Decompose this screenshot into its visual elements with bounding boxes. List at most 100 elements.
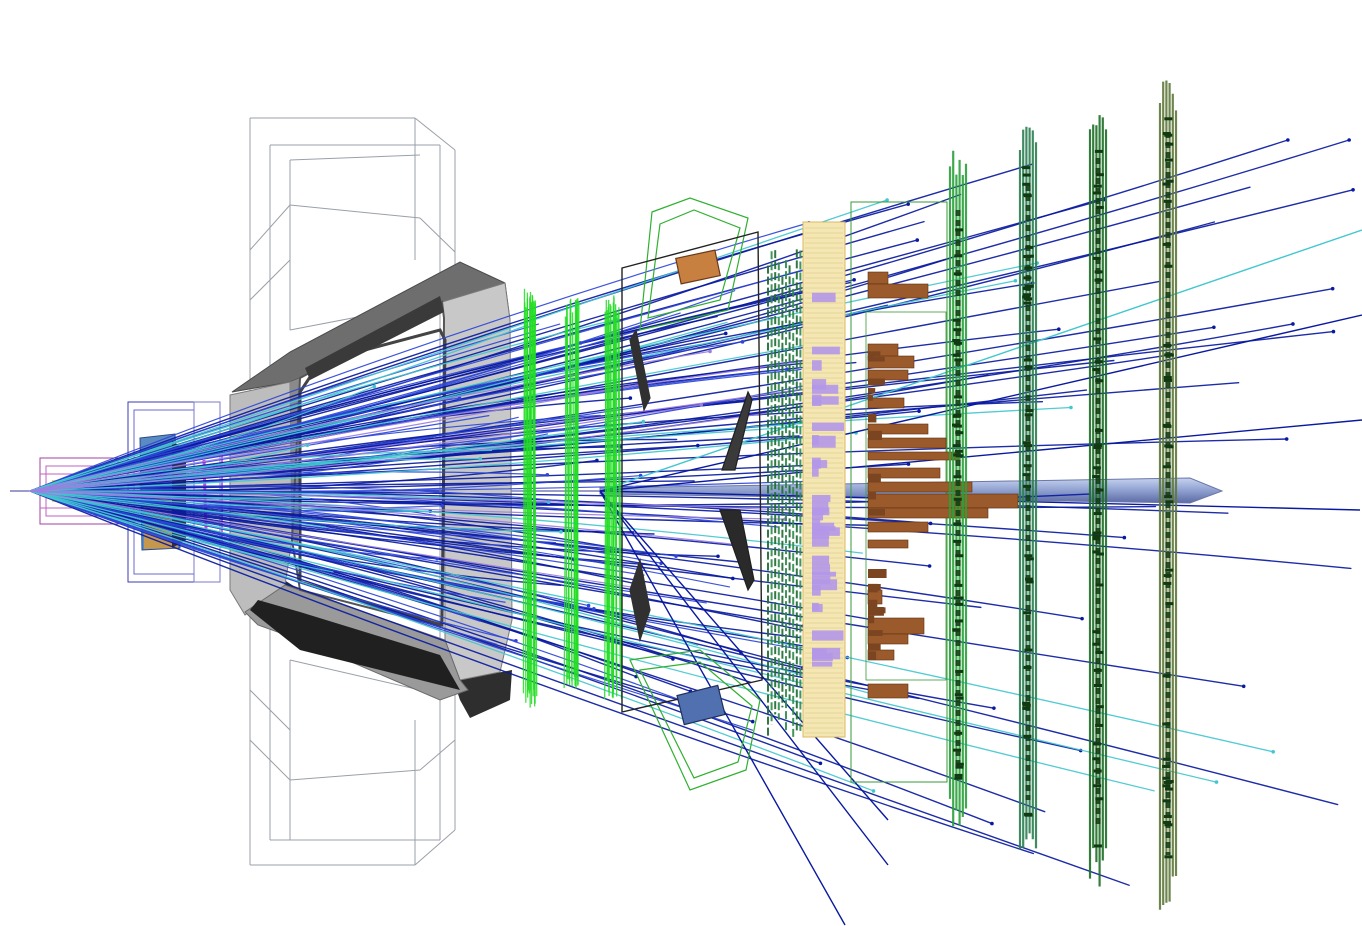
ecal-cell	[868, 651, 877, 660]
muon-hit	[1162, 242, 1171, 246]
magnet-wire-edge	[414, 117, 456, 151]
rich2-mirror-top	[629, 328, 651, 412]
muon-hit	[1164, 495, 1173, 499]
preshower-deposit	[812, 422, 844, 432]
muon-hit	[953, 453, 962, 457]
muon-hit	[1165, 142, 1174, 146]
particle-track	[29, 490, 848, 659]
muon-hit	[1092, 256, 1101, 260]
muon-hit	[1023, 812, 1032, 816]
tracking-hit	[614, 304, 618, 690]
track-end-marker	[708, 349, 712, 354]
preshower-deposit	[812, 525, 827, 533]
muon-hit	[1095, 705, 1104, 709]
muon-hit	[1025, 580, 1034, 584]
muon-hit	[1023, 484, 1032, 488]
particle-tracks	[29, 138, 1362, 926]
escaping-track	[599, 419, 1362, 492]
ecal-deposit	[867, 369, 909, 381]
muon-hit	[1165, 602, 1174, 606]
muon-hit	[1024, 266, 1033, 270]
track-end-marker	[545, 473, 550, 477]
rich2-lower-box-inner	[639, 661, 753, 779]
track-end-marker	[440, 503, 445, 508]
muon-hit	[1164, 158, 1173, 162]
preshower-deposit	[812, 555, 830, 565]
tracking-hit	[533, 300, 536, 697]
ecal-deposit	[867, 683, 909, 699]
muon-hit	[1023, 734, 1032, 738]
ecal-deposit	[867, 507, 989, 519]
magnet-wire-edge	[419, 739, 456, 771]
muon-hit	[1093, 784, 1102, 788]
particle-track	[29, 350, 711, 492]
track-end-marker	[723, 331, 728, 336]
muon-hit	[1092, 368, 1101, 372]
muon-hit	[1095, 488, 1104, 492]
muon-hit	[1163, 574, 1172, 578]
ecal-cell	[868, 508, 885, 516]
muon-hit	[1024, 413, 1033, 417]
muon-hit	[952, 423, 961, 427]
track-end-marker	[1214, 780, 1219, 784]
track-end-marker	[906, 202, 910, 206]
muon-hit	[1092, 642, 1101, 646]
ecal-cell	[868, 491, 876, 500]
particle-track	[29, 490, 822, 765]
track-end-marker	[915, 238, 920, 242]
muon-hit	[1022, 295, 1031, 299]
preshower-deposit	[812, 603, 823, 613]
particle-track	[29, 490, 430, 513]
muon-hit	[1023, 301, 1032, 305]
preshower-deposit	[812, 396, 839, 405]
muon-hit	[1093, 769, 1102, 773]
muon-hit	[953, 328, 962, 332]
ecal-deposit	[867, 539, 909, 549]
rich2-lower-box	[629, 649, 761, 791]
particle-track	[29, 384, 639, 492]
muon-hit	[1023, 358, 1032, 362]
preshower-deposit	[812, 465, 819, 477]
ecal-deposit	[867, 437, 947, 449]
muon-hit	[1095, 552, 1104, 556]
ecal-cell	[868, 473, 881, 483]
particle-track	[29, 490, 517, 642]
magnet-wire-edge	[289, 659, 421, 691]
muon-hit	[1093, 531, 1102, 535]
muon-hit	[1162, 757, 1171, 761]
tracking-hit	[608, 303, 611, 696]
ecal-cell	[868, 569, 887, 578]
rich2-upper-box-inner	[647, 209, 741, 319]
muon-hit	[1162, 764, 1171, 768]
scintillator-pad-detector	[802, 221, 846, 738]
muon-hit	[1164, 133, 1173, 137]
muon-hit	[954, 731, 963, 735]
preshower-deposit	[812, 584, 821, 596]
preshower-deposit	[812, 630, 844, 641]
particle-track	[29, 343, 701, 492]
muon-hit	[952, 628, 961, 632]
tracking-stations	[522, 288, 623, 708]
ecal-cell	[868, 351, 881, 357]
preshower-deposit	[812, 360, 822, 371]
tracking-hit	[570, 298, 573, 682]
magnet-lower-strip	[250, 600, 460, 690]
track-end-marker	[990, 821, 994, 826]
track-end-marker	[1056, 327, 1061, 332]
muon-hit	[1164, 264, 1173, 268]
muon-hit	[952, 353, 961, 357]
muon-hit	[1093, 668, 1102, 672]
muon-hit	[1092, 742, 1101, 746]
rich2-flat-mirror-lower	[719, 509, 755, 592]
particle-track	[29, 323, 540, 492]
muon-hit	[1025, 557, 1034, 561]
track-end-marker	[906, 462, 911, 466]
muon-hit	[1023, 276, 1032, 280]
muon-hit	[955, 669, 964, 673]
particle-track	[29, 324, 529, 492]
particle-track	[29, 490, 1155, 792]
preshower-deposit	[812, 564, 831, 575]
muon-hit	[1162, 674, 1171, 678]
muon-hit	[1092, 534, 1101, 538]
muon-hit	[1023, 444, 1032, 448]
